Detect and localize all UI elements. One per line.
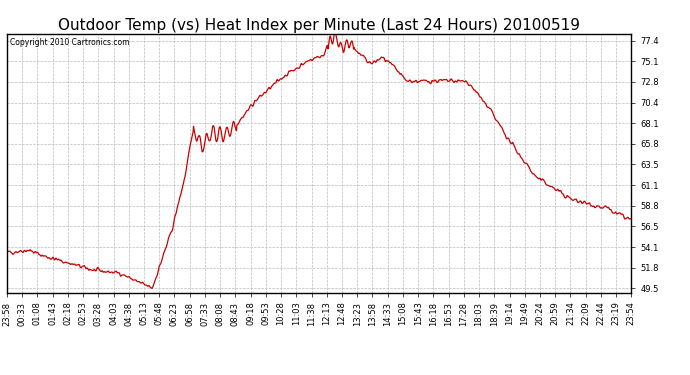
Title: Outdoor Temp (vs) Heat Index per Minute (Last 24 Hours) 20100519: Outdoor Temp (vs) Heat Index per Minute …: [58, 18, 580, 33]
Text: Copyright 2010 Cartronics.com: Copyright 2010 Cartronics.com: [10, 38, 130, 46]
